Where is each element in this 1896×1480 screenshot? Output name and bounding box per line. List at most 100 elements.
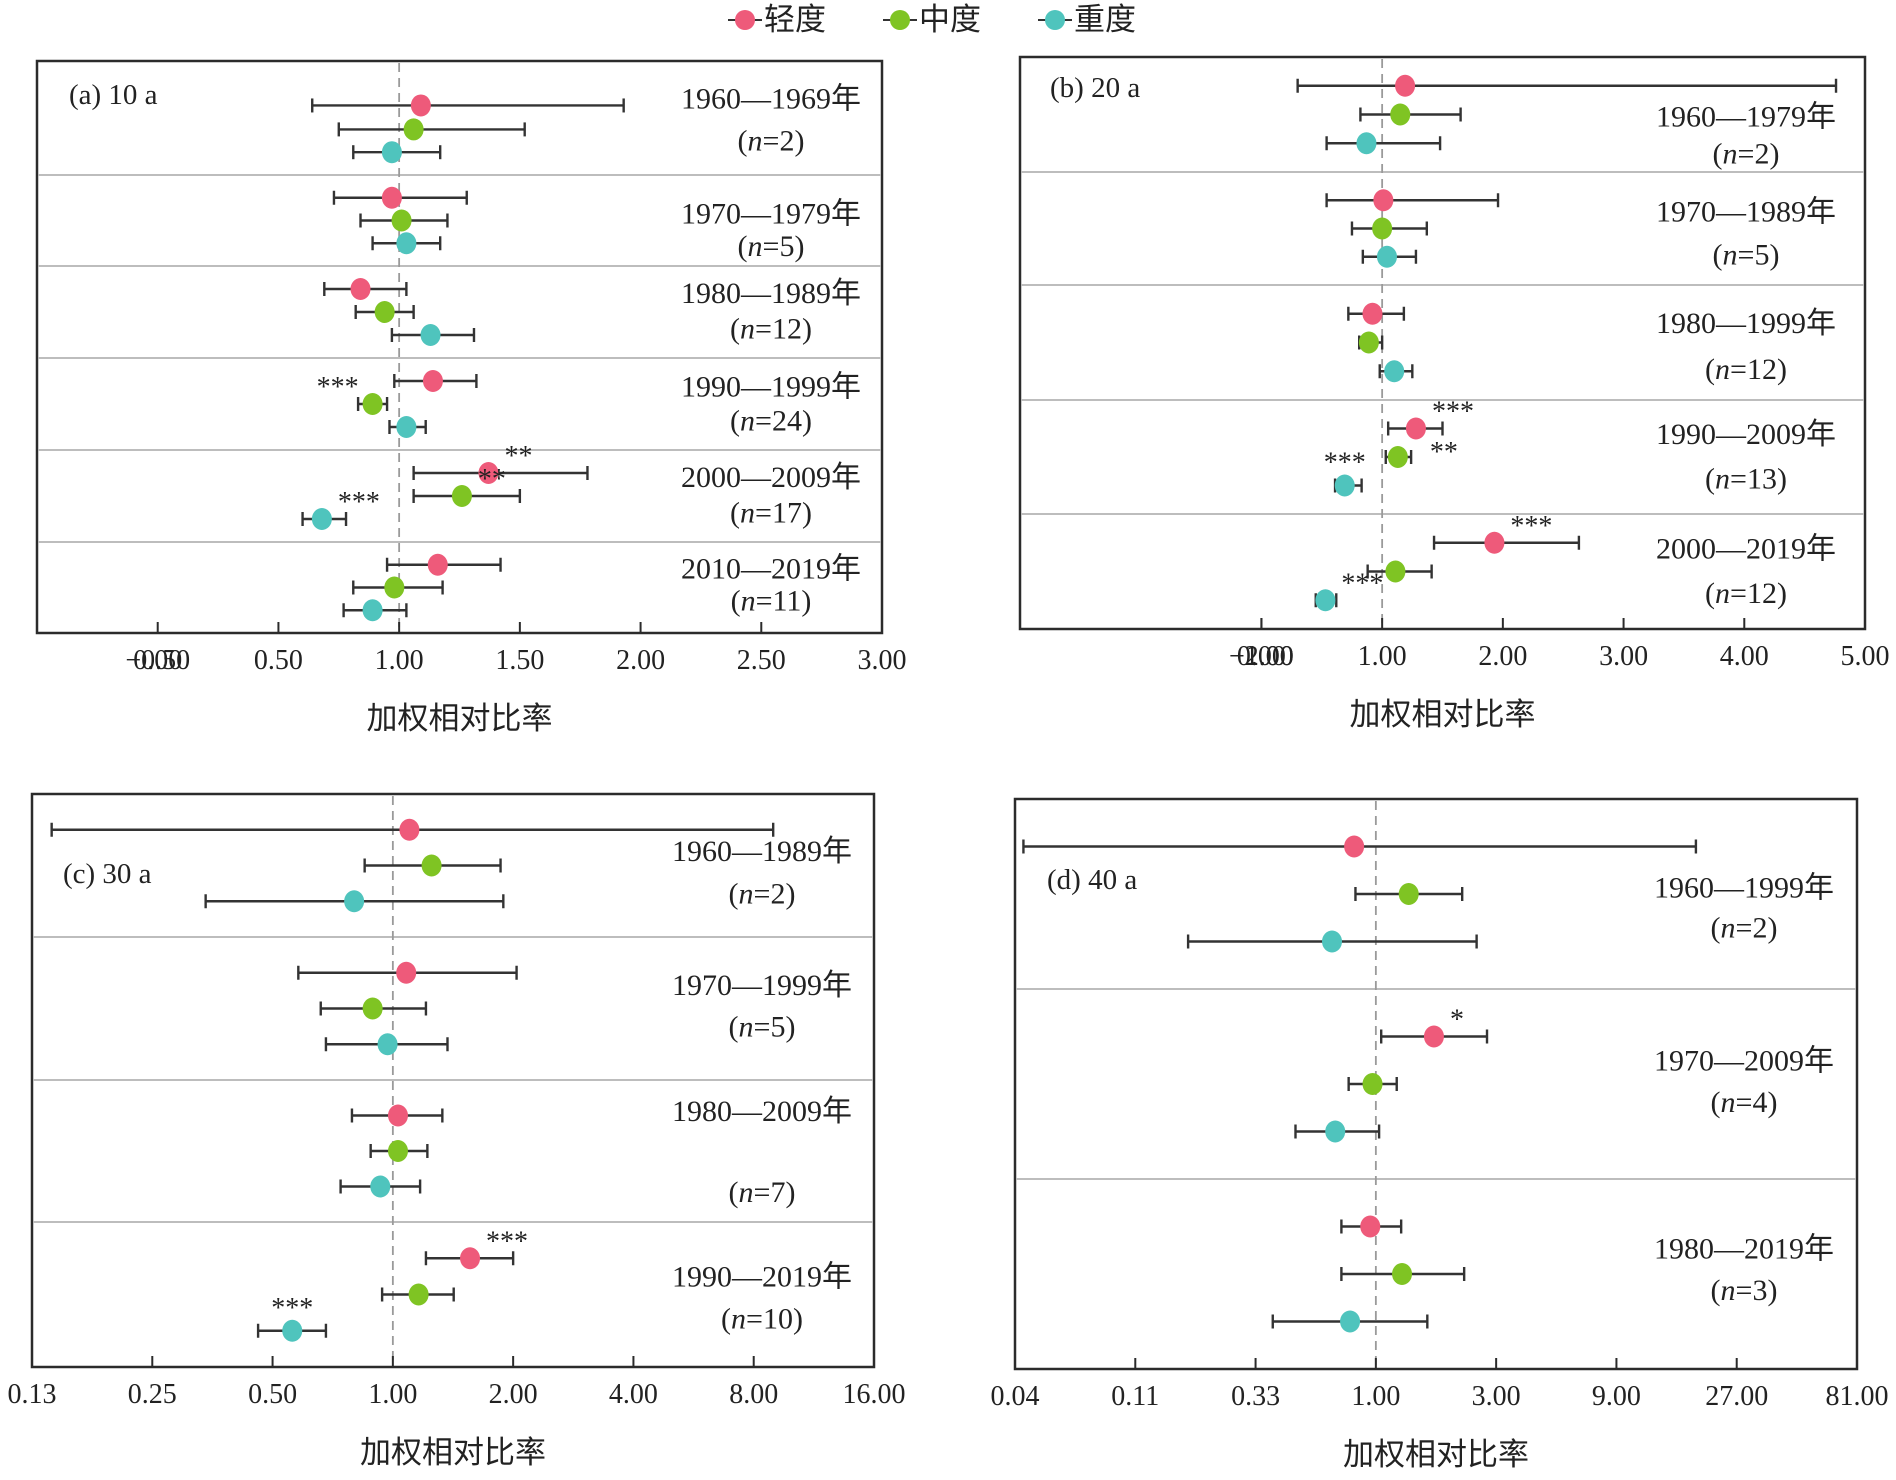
estimate-mild: [311, 94, 625, 117]
x-tick-label: 2.00: [489, 1379, 538, 1410]
estimate-severe: [388, 416, 427, 438]
estimate-moderate: [319, 997, 428, 1020]
sample-size-label: (n=13): [1705, 463, 1787, 496]
x-tick-label: 3.00: [1472, 1381, 1521, 1412]
x-tick-label: 8.00: [729, 1379, 778, 1410]
sample-size-label: (n=12): [1705, 577, 1787, 610]
x-axis-title: 加权相对比率: [360, 1435, 546, 1470]
point-marker-mild: [460, 1247, 481, 1270]
sample-size-label: (n=5): [738, 230, 805, 263]
estimate-moderate: [380, 1283, 455, 1306]
x-tick-label: 0.25: [128, 1379, 177, 1410]
panel-title: (a) 10 a: [69, 79, 158, 111]
significance-label: ***: [1432, 397, 1474, 428]
period-label: 1980—1989年: [681, 277, 861, 310]
estimate-mild: ***: [1432, 511, 1581, 554]
significance-label: **: [1430, 437, 1458, 468]
group-4: 1990—2009年(n=13)********: [1324, 397, 1836, 497]
point-marker-mild: [399, 818, 420, 841]
point-marker-moderate: [1372, 217, 1393, 240]
estimate-severe: [352, 141, 442, 164]
estimate-moderate: [1366, 560, 1433, 583]
group-4: 1990—2019年 (n=10) *** ***: [256, 1226, 852, 1342]
point-marker-moderate: [1390, 103, 1411, 126]
point-marker-mild: [1344, 835, 1365, 858]
period-label: 1960—1979年: [1656, 101, 1836, 134]
x-tick-label: −0.50: [125, 645, 190, 676]
estimate-moderate: [354, 301, 415, 323]
x-tick-label: 81.00: [1826, 1381, 1889, 1412]
point-marker-moderate: [374, 301, 395, 323]
point-marker-moderate: [1392, 1263, 1413, 1285]
period-label: 1960—1999年: [1654, 871, 1834, 904]
panel-d: 0.04 0.11 0.33 1.00 3.00 9.00 27.00 81.00 加权相对比率…: [990, 797, 1889, 1472]
x-tick-label: 1.00: [1351, 1381, 1400, 1412]
estimate-severe: ***: [1314, 568, 1383, 612]
point-marker-severe: [370, 1175, 391, 1198]
point-marker-moderate: [421, 854, 442, 877]
x-tick-label: 9.00: [1592, 1381, 1641, 1412]
point-marker-severe: [1376, 245, 1397, 268]
significance-label: **: [478, 464, 506, 495]
estimate-severe: [1186, 930, 1478, 953]
estimate-severe: [324, 1033, 449, 1056]
point-marker-moderate: [1362, 1073, 1383, 1095]
period-label: 1990—2019年: [672, 1261, 852, 1294]
legend-item-moderate: 中度: [883, 2, 981, 38]
estimate-severe: ***: [301, 487, 380, 530]
point-marker-moderate: [1398, 883, 1419, 905]
x-tick-label: 0.00: [133, 645, 182, 676]
significance-label: ***: [271, 1293, 313, 1324]
point-marker-mild: [396, 961, 417, 984]
point-marker-severe: [311, 508, 332, 530]
point-marker-severe: [381, 141, 402, 164]
point-marker-mild: [1373, 189, 1394, 212]
legend-marker-moderate-icon: [883, 2, 917, 38]
estimate-severe: ***: [1324, 448, 1366, 497]
x-axis-title: 加权相对比率: [1343, 1437, 1529, 1472]
x-axis-title: 加权相对比率: [367, 701, 553, 736]
sample-size-label: (n=4): [1711, 1086, 1778, 1119]
estimate-moderate: ***: [317, 372, 389, 415]
x-tick-label: −1.00: [1229, 641, 1294, 672]
group-2: 1970—1979年(n=5): [332, 186, 861, 263]
x-tick-label: 5.00: [1841, 641, 1890, 672]
point-marker-severe: [362, 599, 383, 622]
group-1: 1960—1969年 (n=2): [311, 82, 861, 164]
legend-label-mild: 轻度: [764, 2, 826, 37]
estimate-moderate: [359, 209, 449, 232]
point-marker-moderate: [391, 209, 412, 232]
estimate-mild: [332, 186, 468, 209]
estimate-moderate: [1354, 883, 1464, 905]
period-label: 1960—1989年: [672, 835, 852, 868]
sample-size-label: (n=2): [729, 878, 796, 911]
estimate-severe: [204, 890, 505, 913]
legend-label-moderate: 中度: [919, 2, 981, 37]
point-marker-severe: [344, 890, 365, 913]
point-marker-moderate: [384, 576, 405, 599]
group-5: 2000—2019年 (n=12) *** ***: [1314, 511, 1836, 612]
sample-size-label: (n=7): [729, 1176, 796, 1209]
x-tick-label: 0.33: [1231, 1381, 1280, 1412]
period-label: 2000—2009年: [681, 461, 861, 494]
x-tick-label: 1.00: [1358, 641, 1407, 672]
x-tick-label: 16.00: [843, 1379, 906, 1410]
legend: 轻度 中度 重度: [0, 0, 1896, 40]
sample-size-label: (n=5): [1713, 238, 1780, 271]
estimate-mild: [1325, 189, 1500, 212]
period-label: 2010—2019年: [681, 552, 861, 585]
panel-frame: [35, 59, 884, 635]
x-tick-label: 1.50: [495, 645, 544, 676]
point-marker-severe: [282, 1319, 303, 1342]
significance-label: ***: [1324, 448, 1366, 479]
x-tick-label: 1.00: [368, 1379, 417, 1410]
point-marker-mild: [478, 462, 499, 484]
estimate-severe: [390, 324, 476, 346]
group-4: 1990—1999年(n=24) ***: [317, 370, 861, 438]
panel-frame: [1018, 55, 1867, 631]
sample-size-label: (n=2): [738, 125, 805, 158]
point-marker-severe: [1334, 474, 1355, 497]
estimate-mild: [323, 278, 408, 300]
panel-a: −0.500.00 0.50 1.00 1.50 2.00 2.50 3.00 加权相对比率 (…: [35, 59, 907, 736]
group-2: 1970—2009年 (n=4) *: [1294, 1005, 1834, 1143]
